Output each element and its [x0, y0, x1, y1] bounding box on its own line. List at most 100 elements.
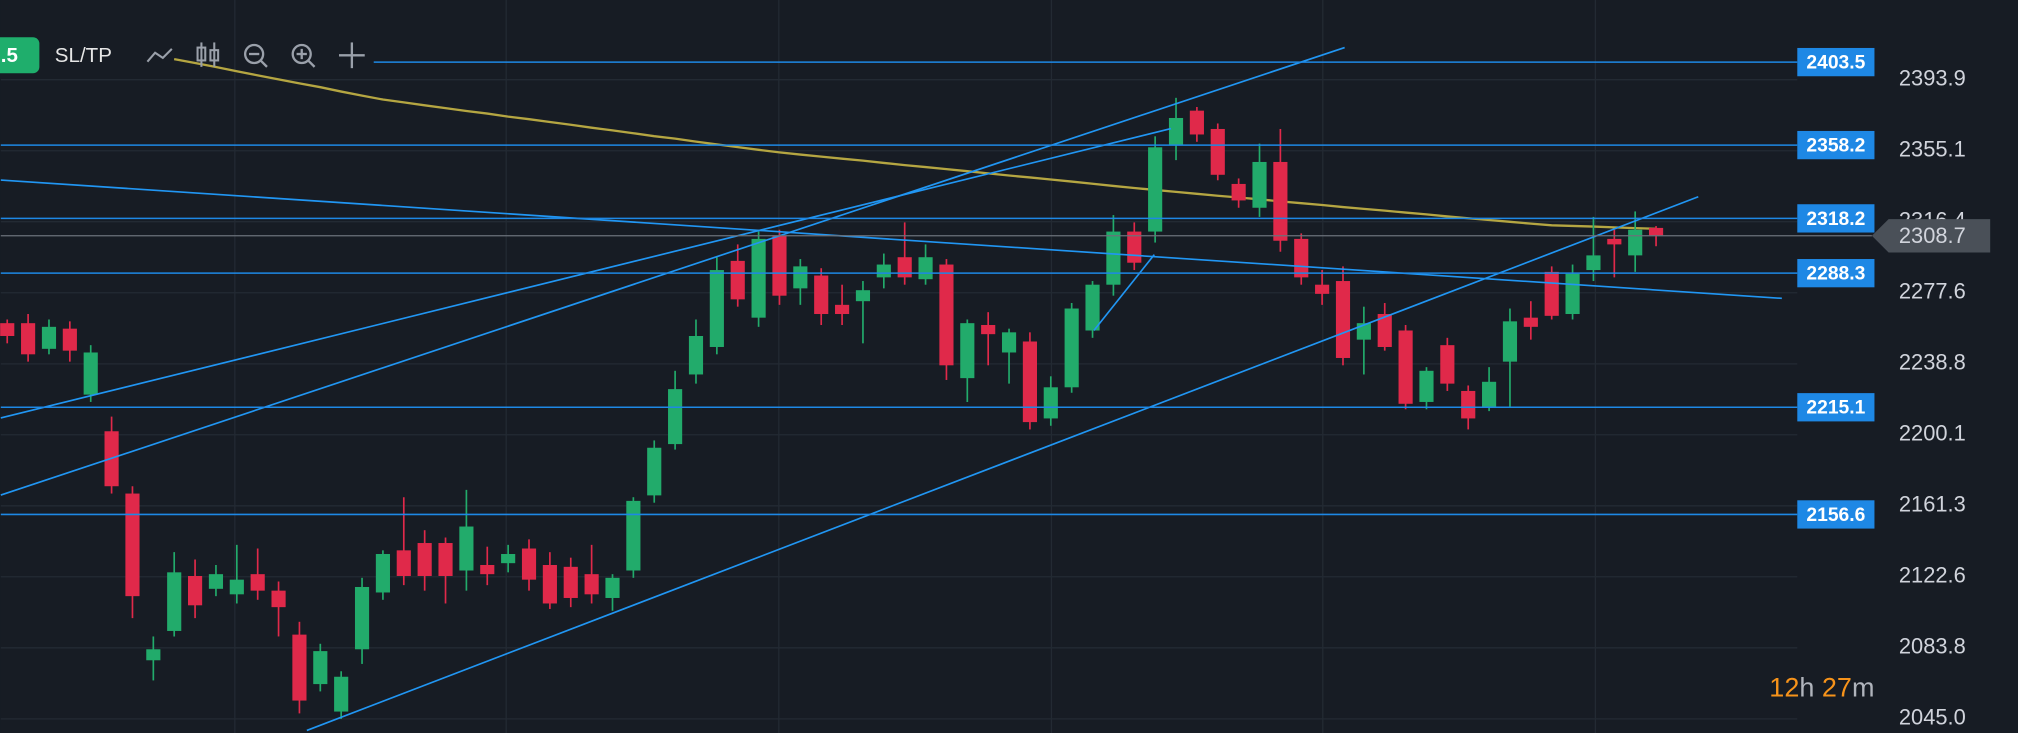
- candle-body: [626, 500, 641, 571]
- candle-body: [605, 577, 620, 598]
- candle-body: [1523, 317, 1538, 327]
- candle-body: [1085, 284, 1100, 331]
- icon-part: [259, 59, 268, 68]
- candle-body: [897, 257, 912, 278]
- candle-body: [208, 574, 224, 589]
- candle-body: [688, 335, 704, 375]
- candle-body: [939, 264, 954, 366]
- candle-body: [1440, 345, 1455, 384]
- candle-body: [229, 579, 244, 595]
- timer: 12h 27m: [1769, 672, 1874, 702]
- candle-body: [313, 651, 328, 685]
- move-icon[interactable]: [339, 42, 365, 69]
- candle-body: [354, 586, 370, 650]
- line-icon[interactable]: [146, 48, 173, 63]
- candle-body: [730, 260, 745, 300]
- candle-body: [1294, 238, 1309, 278]
- icon-part: [307, 59, 316, 68]
- candle-body: [876, 264, 891, 278]
- current-price-tag: [1871, 219, 1991, 253]
- candle-body: [751, 238, 766, 318]
- toolbar: .5 SL/TP: [0, 37, 365, 74]
- level-label: 2318.2: [1806, 209, 1865, 230]
- candle-body: [1231, 183, 1246, 201]
- y-tick-label: 2277.6: [1899, 279, 1966, 304]
- level-tag: [1797, 47, 1875, 77]
- candle-body: [292, 634, 307, 701]
- candle-body: [21, 323, 36, 355]
- lot-button[interactable]: [0, 37, 40, 74]
- zoom-out-icon[interactable]: [243, 43, 268, 68]
- candle-body: [1461, 390, 1476, 419]
- candle-body: [438, 543, 453, 576]
- level-tag: [1797, 259, 1875, 288]
- icon-part: [196, 46, 207, 62]
- candle-body: [918, 257, 933, 280]
- candle-body: [1607, 238, 1622, 245]
- candle-body: [146, 649, 161, 661]
- lot-text: .5: [1, 44, 18, 67]
- level-label: 2358.2: [1806, 135, 1865, 156]
- candle-body: [125, 493, 140, 597]
- candle-body: [1001, 332, 1017, 353]
- y-tick-label: 2393.9: [1899, 65, 1966, 90]
- sltp-button[interactable]: SL/TP: [55, 44, 112, 67]
- y-tick-label: 2355.1: [1899, 137, 1966, 162]
- y-tick-label: 2161.3: [1899, 492, 1966, 517]
- price-tags: 2403.5 2358.2 2318.2 2288.3 2215.1 2156.6 2308…: [1797, 47, 1991, 529]
- trend-line: [306, 195, 1699, 732]
- icon-part: [209, 49, 220, 62]
- candle-body: [1189, 110, 1204, 135]
- level-tag: [1797, 130, 1875, 160]
- icon-part: [243, 43, 265, 65]
- icon-part: [291, 43, 312, 65]
- candle-body: [375, 554, 390, 593]
- candle-body: [1252, 161, 1267, 208]
- candle-body: [459, 526, 474, 571]
- candle-body: [855, 290, 871, 302]
- candle-body: [1043, 387, 1058, 419]
- levels: [0, 61, 1872, 516]
- candle-body: [584, 574, 599, 595]
- candle-body: [417, 543, 432, 576]
- candle-body: [1482, 381, 1497, 408]
- candle-body: [396, 550, 411, 576]
- candle-body: [793, 266, 808, 289]
- candle-body: [62, 328, 77, 351]
- candle-body: [1273, 161, 1288, 241]
- y-tick-label: 2083.8: [1899, 634, 1966, 659]
- zoom-in-icon[interactable]: [291, 43, 316, 68]
- candle-body: [41, 326, 57, 349]
- candle-body: [668, 389, 683, 445]
- candle-body: [1377, 314, 1392, 347]
- candle-body: [1586, 255, 1601, 271]
- candle-body: [1335, 281, 1351, 358]
- price-axis: 2393.92355.12316.42277.62238.82200.12161…: [1899, 65, 1966, 729]
- candles: [0, 97, 1664, 719]
- y-tick-label: 2122.6: [1899, 563, 1966, 588]
- candle-body: [521, 548, 537, 580]
- candle-body: [960, 323, 975, 379]
- candle-body: [1628, 229, 1643, 256]
- candle-body: [1398, 330, 1413, 404]
- timer-minutes-unit: m: [1852, 672, 1875, 702]
- candle-body: [1064, 308, 1079, 388]
- candle-body: [167, 572, 182, 631]
- candle-body: [814, 275, 829, 315]
- level-label: 2288.3: [1806, 264, 1865, 285]
- candle-body: [0, 323, 15, 336]
- candle-body: [1502, 321, 1518, 362]
- trend-line: [1093, 254, 1155, 332]
- y-tick-label: 2200.1: [1899, 421, 1966, 446]
- candle-body: [480, 565, 495, 575]
- moving-average: [173, 58, 1657, 230]
- candle-body: [1168, 117, 1184, 146]
- candle-body: [709, 270, 724, 347]
- candle-body: [271, 590, 286, 608]
- candle-body: [1648, 227, 1664, 236]
- level-tag: [1797, 204, 1875, 233]
- grid: [0, 79, 1798, 720]
- candle-body: [1419, 370, 1434, 402]
- level-tag: [1797, 393, 1875, 422]
- candle-icon[interactable]: [196, 42, 220, 67]
